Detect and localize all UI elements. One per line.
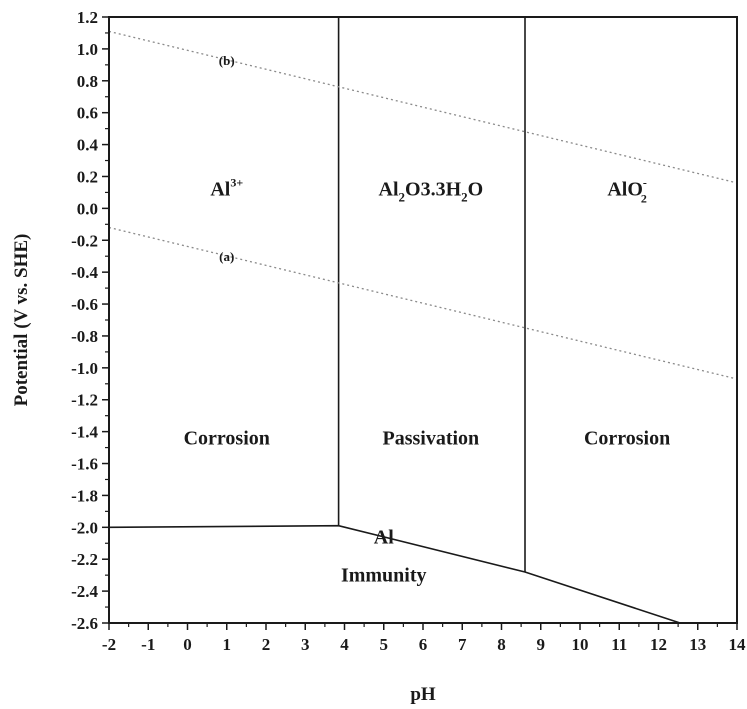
x-tick-label: 14 [729,635,747,654]
y-tick-label: -0.2 [71,231,98,250]
water-line-label: (b) [219,53,235,68]
y-tick-label: -1.8 [71,486,98,505]
x-tick-label: 0 [183,635,192,654]
y-tick-label: -2.4 [71,582,98,601]
boundary-al-solid-aqueous [108,524,681,624]
x-tick-label: 8 [497,635,506,654]
y-tick-label: -2.6 [71,614,98,633]
region-label-passivation: Passivation [383,427,480,449]
y-tick-label: -0.4 [71,263,98,282]
x-tick-label: 5 [380,635,389,654]
x-tick-label: 3 [301,635,310,654]
species-al3-label: Al3+ [210,176,243,201]
region-label-immunity: Immunity [341,565,427,587]
x-tick-label: 13 [689,635,706,654]
water-line-b [108,30,738,184]
species-oxide-label: Al2O3.3H2O [379,179,484,205]
boundary-lines [108,17,681,624]
x-axis-title: pH [410,684,436,705]
y-tick-label: 0.0 [77,199,98,218]
x-tick-label: 4 [340,635,349,654]
y-tick-label: 0.2 [77,167,98,186]
axis-ticks: -2 -1 0 1 2 3 4 5 6 7 8 9 10 11 12 13 14-2.6-2.4-2.2-2.0… [71,8,746,654]
x-tick-label: 2 [262,635,271,654]
y-tick-label: -0.8 [71,327,98,346]
y-tick-label: 0.6 [77,104,98,123]
water-line-label: (a) [219,249,234,264]
y-tick-label: 1.2 [77,8,98,27]
water-stability-lines: (a) (b) [108,30,738,380]
region-label-al: Al [374,526,394,548]
x-tick-label: 9 [537,635,546,654]
region-label-corrosion-right: Corrosion [584,427,670,449]
y-tick-label: -0.6 [71,295,98,314]
y-tick-label: 0.8 [77,72,98,91]
x-tick-label: 1 [223,635,232,654]
x-tick-label: -1 [141,635,155,654]
y-tick-label: 0.4 [77,136,99,155]
y-tick-label: -2.2 [71,550,98,569]
x-tick-label: 10 [572,635,589,654]
y-tick-label: -1.2 [71,391,98,410]
y-tick-label: -1.4 [71,423,98,442]
plot-frame [108,16,738,624]
x-tick-label: 11 [611,635,627,654]
x-tick-label: 12 [650,635,667,654]
species-alo2-label: AlO-2 [607,176,647,206]
chart-annotations: Al3+ Al2O3.3H2O AlO-2 Corrosion Passivation C… [184,176,671,587]
region-label-corrosion-left: Corrosion [184,427,270,449]
x-tick-label: 6 [419,635,428,654]
y-tick-label: 1.0 [77,40,98,59]
y-tick-label: -1.0 [71,359,98,378]
y-tick-label: -2.0 [71,518,98,537]
y-tick-label: -1.6 [71,455,98,474]
x-tick-label: 7 [458,635,467,654]
x-tick-label: -2 [102,635,116,654]
y-axis-title: Potential (V vs. SHE) [11,234,32,407]
water-line-a [108,226,738,380]
